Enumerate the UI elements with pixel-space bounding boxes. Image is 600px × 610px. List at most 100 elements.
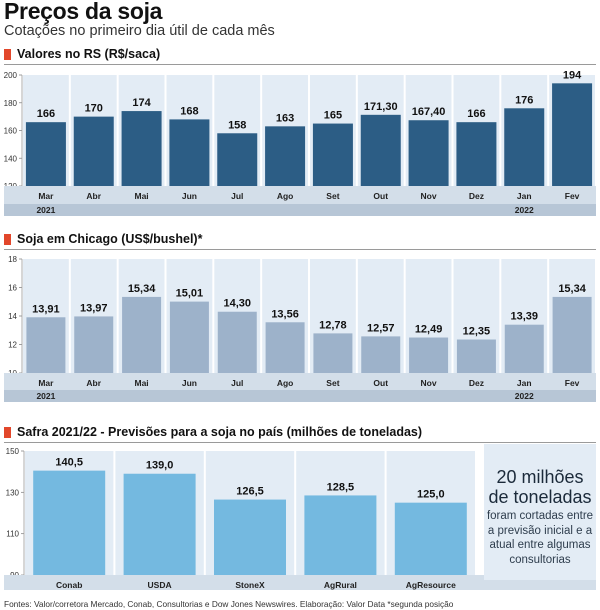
bar (552, 296, 592, 373)
data-label: 167,40 (412, 106, 446, 118)
category-axis-band (4, 186, 596, 204)
bar (504, 324, 544, 373)
bar (312, 123, 353, 186)
year-band (4, 204, 596, 216)
x-tick-label: Abr (86, 191, 101, 201)
x-tick-label: Mar (38, 191, 54, 201)
year-band (4, 390, 596, 402)
safra-forecast-chart: 90110130150140,5139,0126,5128,5125,0Cona… (4, 447, 596, 590)
data-label: 126,5 (236, 486, 264, 498)
y-tick-label: 16 (8, 284, 17, 293)
data-label: 13,39 (510, 311, 538, 323)
x-tick-label: Jul (231, 378, 243, 388)
section-divider (4, 442, 596, 443)
section-marker (4, 48, 11, 60)
bar (169, 301, 209, 373)
section-divider (4, 249, 596, 250)
bar (33, 470, 106, 575)
bar (456, 339, 496, 373)
data-label: 139,0 (146, 460, 174, 472)
x-tick-label: Jul (231, 191, 243, 201)
chart-title: Preços da soja (4, 0, 163, 24)
bar (394, 502, 467, 575)
data-label: 194 (563, 69, 582, 81)
bar (552, 83, 593, 186)
data-label: 176 (515, 94, 533, 106)
category-axis-band (4, 373, 596, 390)
bar (408, 120, 449, 186)
y-tick-label: 110 (6, 530, 19, 539)
bar (121, 111, 162, 186)
y-tick-label: 160 (4, 127, 18, 136)
year-label: 2021 (36, 391, 55, 401)
data-label: 140,5 (55, 457, 83, 469)
data-label: 174 (132, 97, 151, 109)
data-label: 12,49 (415, 324, 443, 336)
x-tick-label: Dez (469, 378, 484, 388)
x-tick-label: Fev (565, 378, 580, 388)
y-tick-label: 140 (4, 154, 18, 163)
bar (304, 495, 377, 575)
data-label: 165 (324, 110, 342, 122)
bar (504, 108, 545, 186)
x-tick-label: Conab (56, 580, 82, 590)
data-label: 13,56 (271, 308, 299, 320)
y-tick-label: 14 (8, 312, 17, 321)
x-tick-label: Dez (469, 191, 484, 201)
data-label: 128,5 (327, 481, 355, 493)
bar (265, 322, 305, 373)
x-tick-label: Set (326, 378, 339, 388)
x-tick-label: Out (373, 378, 388, 388)
year-label: 2022 (515, 391, 534, 401)
section-marker (4, 233, 11, 245)
x-tick-label: Ago (277, 191, 294, 201)
chicago-price-chart: 101214161813,9113,9715,3415,0114,3013,56… (4, 255, 596, 402)
bar (217, 133, 258, 186)
data-label: 166 (467, 108, 485, 120)
rs-price-chart: 120140160180200166170174168158163165171,… (4, 69, 596, 216)
x-tick-label: Mar (38, 378, 54, 388)
y-tick-label: 18 (8, 255, 17, 264)
data-label: 171,30 (364, 101, 398, 113)
data-label: 163 (276, 112, 294, 124)
bar (456, 122, 497, 186)
y-tick-label: 12 (8, 341, 17, 350)
x-tick-label: Jun (182, 191, 197, 201)
data-label: 14,30 (223, 298, 251, 310)
x-tick-label: AgRural (324, 580, 357, 590)
category-axis-band (4, 575, 596, 590)
data-label: 15,34 (128, 283, 156, 295)
data-label: 170 (85, 103, 103, 115)
bar (122, 296, 162, 373)
bar (169, 119, 210, 186)
x-tick-label: Set (326, 191, 339, 201)
y-tick-label: 130 (6, 488, 20, 497)
data-label: 12,78 (319, 319, 347, 331)
bar (74, 316, 114, 373)
section-marker (4, 426, 11, 438)
data-label: 15,34 (558, 283, 586, 295)
callout-box: 20 milhões de toneladas foram cortadas e… (484, 444, 596, 580)
bar (313, 333, 353, 373)
safra-chart-title: Safra 2021/22 - Previsões para a soja no… (17, 425, 423, 439)
data-label: 12,35 (463, 326, 491, 338)
callout-text: foram cortadas entre a previsão inicial … (486, 510, 594, 566)
x-tick-label: Mai (134, 378, 148, 388)
rs-chart-title: Valores no RS (R$/saca) (17, 47, 161, 61)
bar (265, 126, 306, 186)
data-label: 166 (37, 108, 55, 120)
x-tick-label: Jan (517, 378, 532, 388)
x-tick-label: Ago (277, 378, 294, 388)
bar (73, 116, 114, 186)
bar (25, 122, 66, 186)
chart-subtitle: Cotações no primeiro dia útil de cada mê… (4, 23, 275, 39)
x-tick-label: Abr (86, 378, 101, 388)
y-tick-label: 180 (4, 99, 18, 108)
bar (214, 499, 286, 575)
x-tick-label: USDA (148, 580, 172, 590)
x-tick-label: Out (373, 191, 388, 201)
x-tick-label: Nov (421, 378, 437, 388)
chicago-chart-heading: Soja em Chicago (US$/bushel)* (4, 232, 202, 246)
rs-chart-heading: Valores no RS (R$/saca) (4, 47, 160, 61)
data-label: 15,01 (176, 288, 204, 300)
